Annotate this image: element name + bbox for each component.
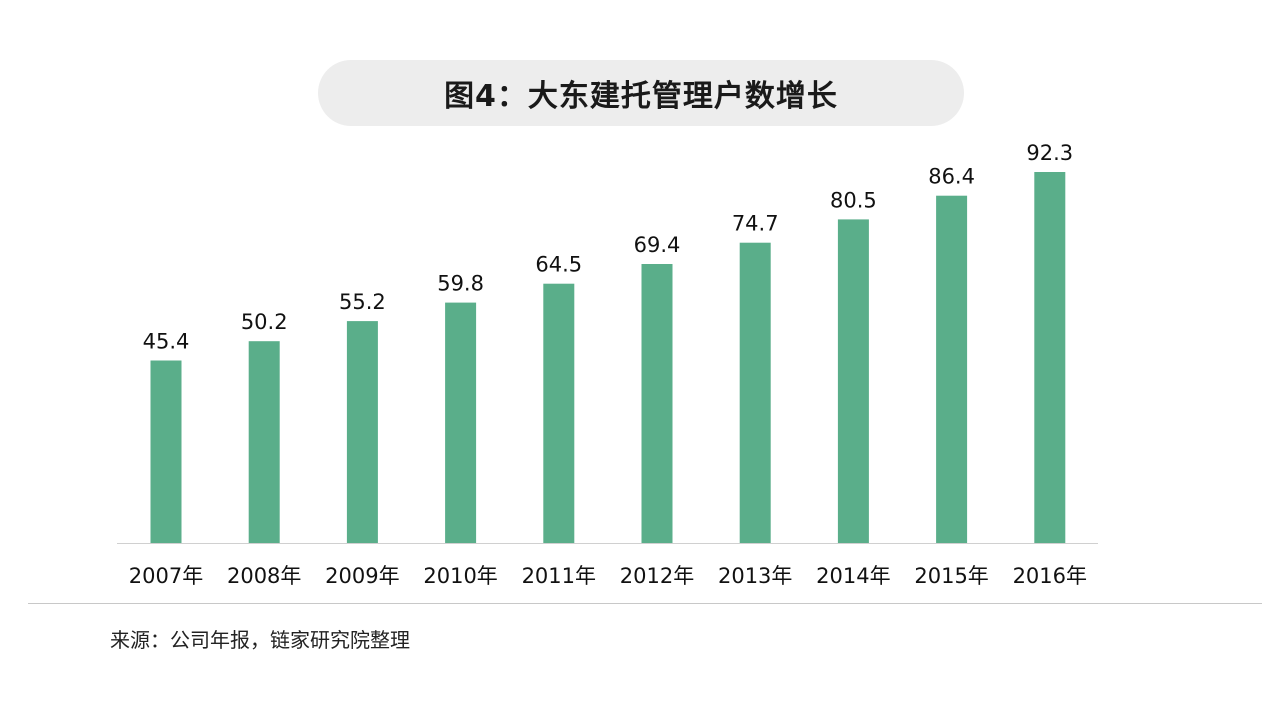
x-tick-label-8: 2015年 xyxy=(914,564,988,588)
data-label-2: 55.2 xyxy=(339,290,386,314)
bar-0 xyxy=(150,360,182,543)
data-label-7: 80.5 xyxy=(830,188,877,212)
bar-2 xyxy=(346,321,378,543)
bar-9 xyxy=(1034,172,1066,543)
bar-7 xyxy=(837,219,869,543)
data-label-9: 92.3 xyxy=(1026,141,1073,165)
x-tick-label-6: 2013年 xyxy=(718,564,792,588)
x-tick-label-4: 2011年 xyxy=(522,564,596,588)
x-tick-label-3: 2010年 xyxy=(423,564,497,588)
chart-title: 图4：大东建托管理户数增长 xyxy=(444,79,838,114)
bar-3 xyxy=(445,302,477,543)
x-tick-label-5: 2012年 xyxy=(620,564,694,588)
data-label-5: 69.4 xyxy=(634,233,681,257)
bar-6 xyxy=(739,242,771,543)
data-label-6: 74.7 xyxy=(732,212,779,236)
x-tick-label-7: 2014年 xyxy=(816,564,890,588)
bar-1 xyxy=(248,341,280,543)
data-label-8: 86.4 xyxy=(928,165,975,189)
x-tick-label-9: 2016年 xyxy=(1013,564,1087,588)
x-tick-label-2: 2009年 xyxy=(325,564,399,588)
data-label-3: 59.8 xyxy=(437,272,484,296)
data-label-1: 50.2 xyxy=(241,310,288,334)
source-note: 来源：公司年报，链家研究院整理 xyxy=(110,628,410,652)
data-label-4: 64.5 xyxy=(535,253,582,277)
data-label-0: 45.4 xyxy=(143,330,190,354)
divider-line xyxy=(28,603,1262,604)
bar-5 xyxy=(641,264,673,543)
title-banner: 图4：大东建托管理户数增长 xyxy=(318,60,964,126)
x-tick-label-1: 2008年 xyxy=(227,564,301,588)
x-tick-label-0: 2007年 xyxy=(129,564,203,588)
bar-8 xyxy=(936,195,968,543)
bar-4 xyxy=(543,283,575,543)
bar-chart: 45.4 2007年 50.2 2008年 55.2 2009年 59.8 2010年 64.5… xyxy=(117,141,1098,588)
